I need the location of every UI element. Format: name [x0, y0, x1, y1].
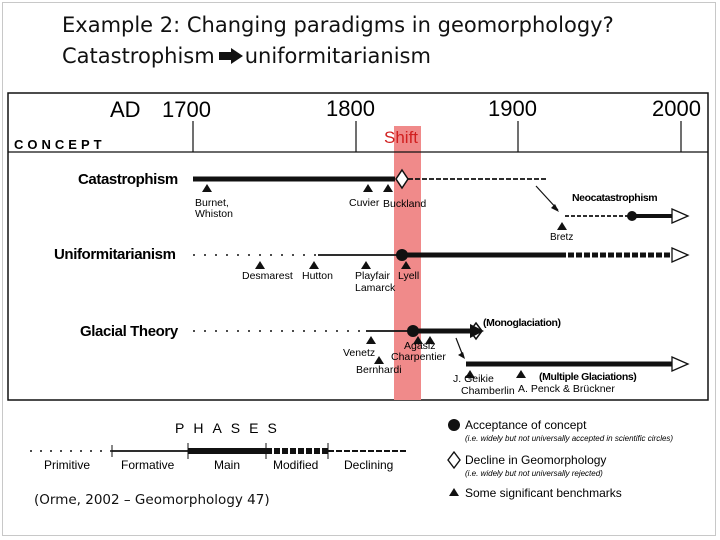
- multiple-glaciations-arrowhead: [671, 356, 690, 372]
- label-bernhardi: Bernhardi: [356, 364, 402, 376]
- year-1700-label: 1700: [162, 97, 211, 122]
- uniformitarianism-benchmark-desmarest: [255, 261, 265, 269]
- label-penck-bruckner: A. Penck & Brückner: [518, 383, 615, 395]
- neocatastrophism-label: Neocatastrophism: [572, 192, 657, 204]
- uniformitarianism-label: Uniformitarianism: [54, 246, 176, 263]
- label-burnet-line2: Whiston: [195, 208, 233, 220]
- phase-declining-label: Declining: [344, 458, 393, 472]
- legend-decline-note: (i.e. widely but not universally rejecte…: [465, 469, 603, 478]
- year-1800-label: 1800: [326, 96, 375, 121]
- legend-decline-label: Decline in Geomorphology: [465, 453, 606, 467]
- phases-header: PHASES: [175, 420, 286, 436]
- multiple-glaciations-pointer-arrowhead: [458, 352, 465, 359]
- bretz-pointer-arrowhead: [551, 204, 559, 212]
- legend-acceptance-label: Acceptance of concept: [465, 418, 587, 432]
- uniformitarianism-benchmark-lyell: [401, 261, 411, 269]
- label-desmarest: Desmarest: [242, 270, 293, 282]
- catastrophism-benchmark-burnet: [202, 184, 212, 192]
- diagram-frame: [7, 92, 709, 401]
- label-charpentier: Charpentier: [391, 351, 446, 363]
- catastrophism-label: Catastrophism: [78, 171, 178, 188]
- glacial-benchmark-charpentier: [425, 336, 435, 344]
- filled-circle-icon: [448, 419, 460, 431]
- phase-formative-label: Formative: [121, 458, 175, 472]
- glacial-benchmark-penck: [516, 370, 526, 378]
- neocatastrophism-acceptance-dot: [627, 211, 637, 221]
- uniformitarianism-arrowhead: [671, 247, 690, 263]
- glacial-theory-label: Glacial Theory: [80, 323, 179, 340]
- triangle-icon: [449, 488, 459, 496]
- monoglaciation-arrow: [470, 324, 484, 338]
- label-cuvier: Cuvier: [349, 197, 380, 209]
- label-buckland: Buckland: [383, 198, 426, 210]
- phase-primitive-label: Primitive: [44, 458, 90, 472]
- uniformitarianism-benchmark-playfair: [361, 261, 371, 269]
- catastrophism-benchmark-buckland: [383, 184, 393, 192]
- label-agasiz: Agasiz: [404, 340, 436, 352]
- uniformitarianism-acceptance-dot: [396, 249, 408, 261]
- label-venetz: Venetz: [343, 347, 375, 359]
- multiple-glaciations-label: (Multiple Glaciations): [539, 371, 636, 383]
- label-chamberlin: Chamberlin: [461, 385, 515, 397]
- glacial-benchmark-agasiz: [413, 336, 423, 344]
- legend-benchmarks-label: Some significant benchmarks: [465, 486, 622, 500]
- label-lamarck: Lamarck: [355, 282, 396, 294]
- phase-main-label: Main: [214, 458, 240, 472]
- glacial-benchmark-venetz: [366, 336, 376, 344]
- title-from-term: Catastrophism: [62, 44, 215, 68]
- right-arrow-icon: [218, 42, 243, 73]
- label-lyell: Lyell: [398, 270, 419, 282]
- phase-modified-label: Modified: [273, 458, 318, 472]
- catastrophism-benchmark-cuvier: [363, 184, 373, 192]
- title-to-term: uniformitarianism: [244, 44, 431, 68]
- catastrophism-decline-diamond: [395, 168, 409, 190]
- label-playfair-lamarck: Playfair Lamarck: [355, 270, 396, 294]
- label-playfair: Playfair: [355, 270, 391, 282]
- shift-label: Shift: [384, 128, 418, 147]
- label-burnet: Burnet, Whiston: [195, 197, 233, 220]
- label-geikie-chamberlin: J. Geikie Chamberlin: [453, 373, 515, 397]
- neocatastrophism-arrowhead: [671, 208, 690, 224]
- slide-title: Example 2: Changing paradigms in geomorp…: [62, 10, 614, 73]
- label-geikie: J. Geikie: [453, 373, 494, 385]
- glacial-benchmark-bernhardi: [374, 356, 384, 364]
- catastrophism-benchmark-bretz: [557, 222, 567, 230]
- shift-band: [394, 126, 421, 400]
- title-line-2: Catastrophism uniformitarianism: [62, 41, 614, 73]
- glacial-acceptance-dot: [407, 325, 419, 337]
- year-2000-label: 2000: [652, 96, 701, 121]
- legend-acceptance-note: (i.e. widely but not universally accepte…: [465, 434, 673, 443]
- title-line-1: Example 2: Changing paradigms in geomorp…: [62, 13, 614, 37]
- label-burnet-line1: Burnet,: [195, 197, 229, 209]
- label-hutton: Hutton: [302, 270, 333, 282]
- glacial-benchmark-geikie: [465, 370, 475, 378]
- ad-label: AD: [110, 97, 141, 122]
- label-agasiz-charpentier: Agasiz Charpentier: [391, 340, 446, 363]
- open-diamond-icon: [447, 450, 461, 470]
- label-bretz: Bretz: [550, 232, 573, 243]
- uniformitarianism-benchmark-hutton: [309, 261, 319, 269]
- citation: (Orme, 2002 – Geomorphology 47): [34, 492, 270, 508]
- monoglaciation-label: (Monoglaciation): [483, 317, 561, 329]
- concept-header: CONCEPT: [14, 137, 106, 152]
- year-1900-label: 1900: [488, 96, 537, 121]
